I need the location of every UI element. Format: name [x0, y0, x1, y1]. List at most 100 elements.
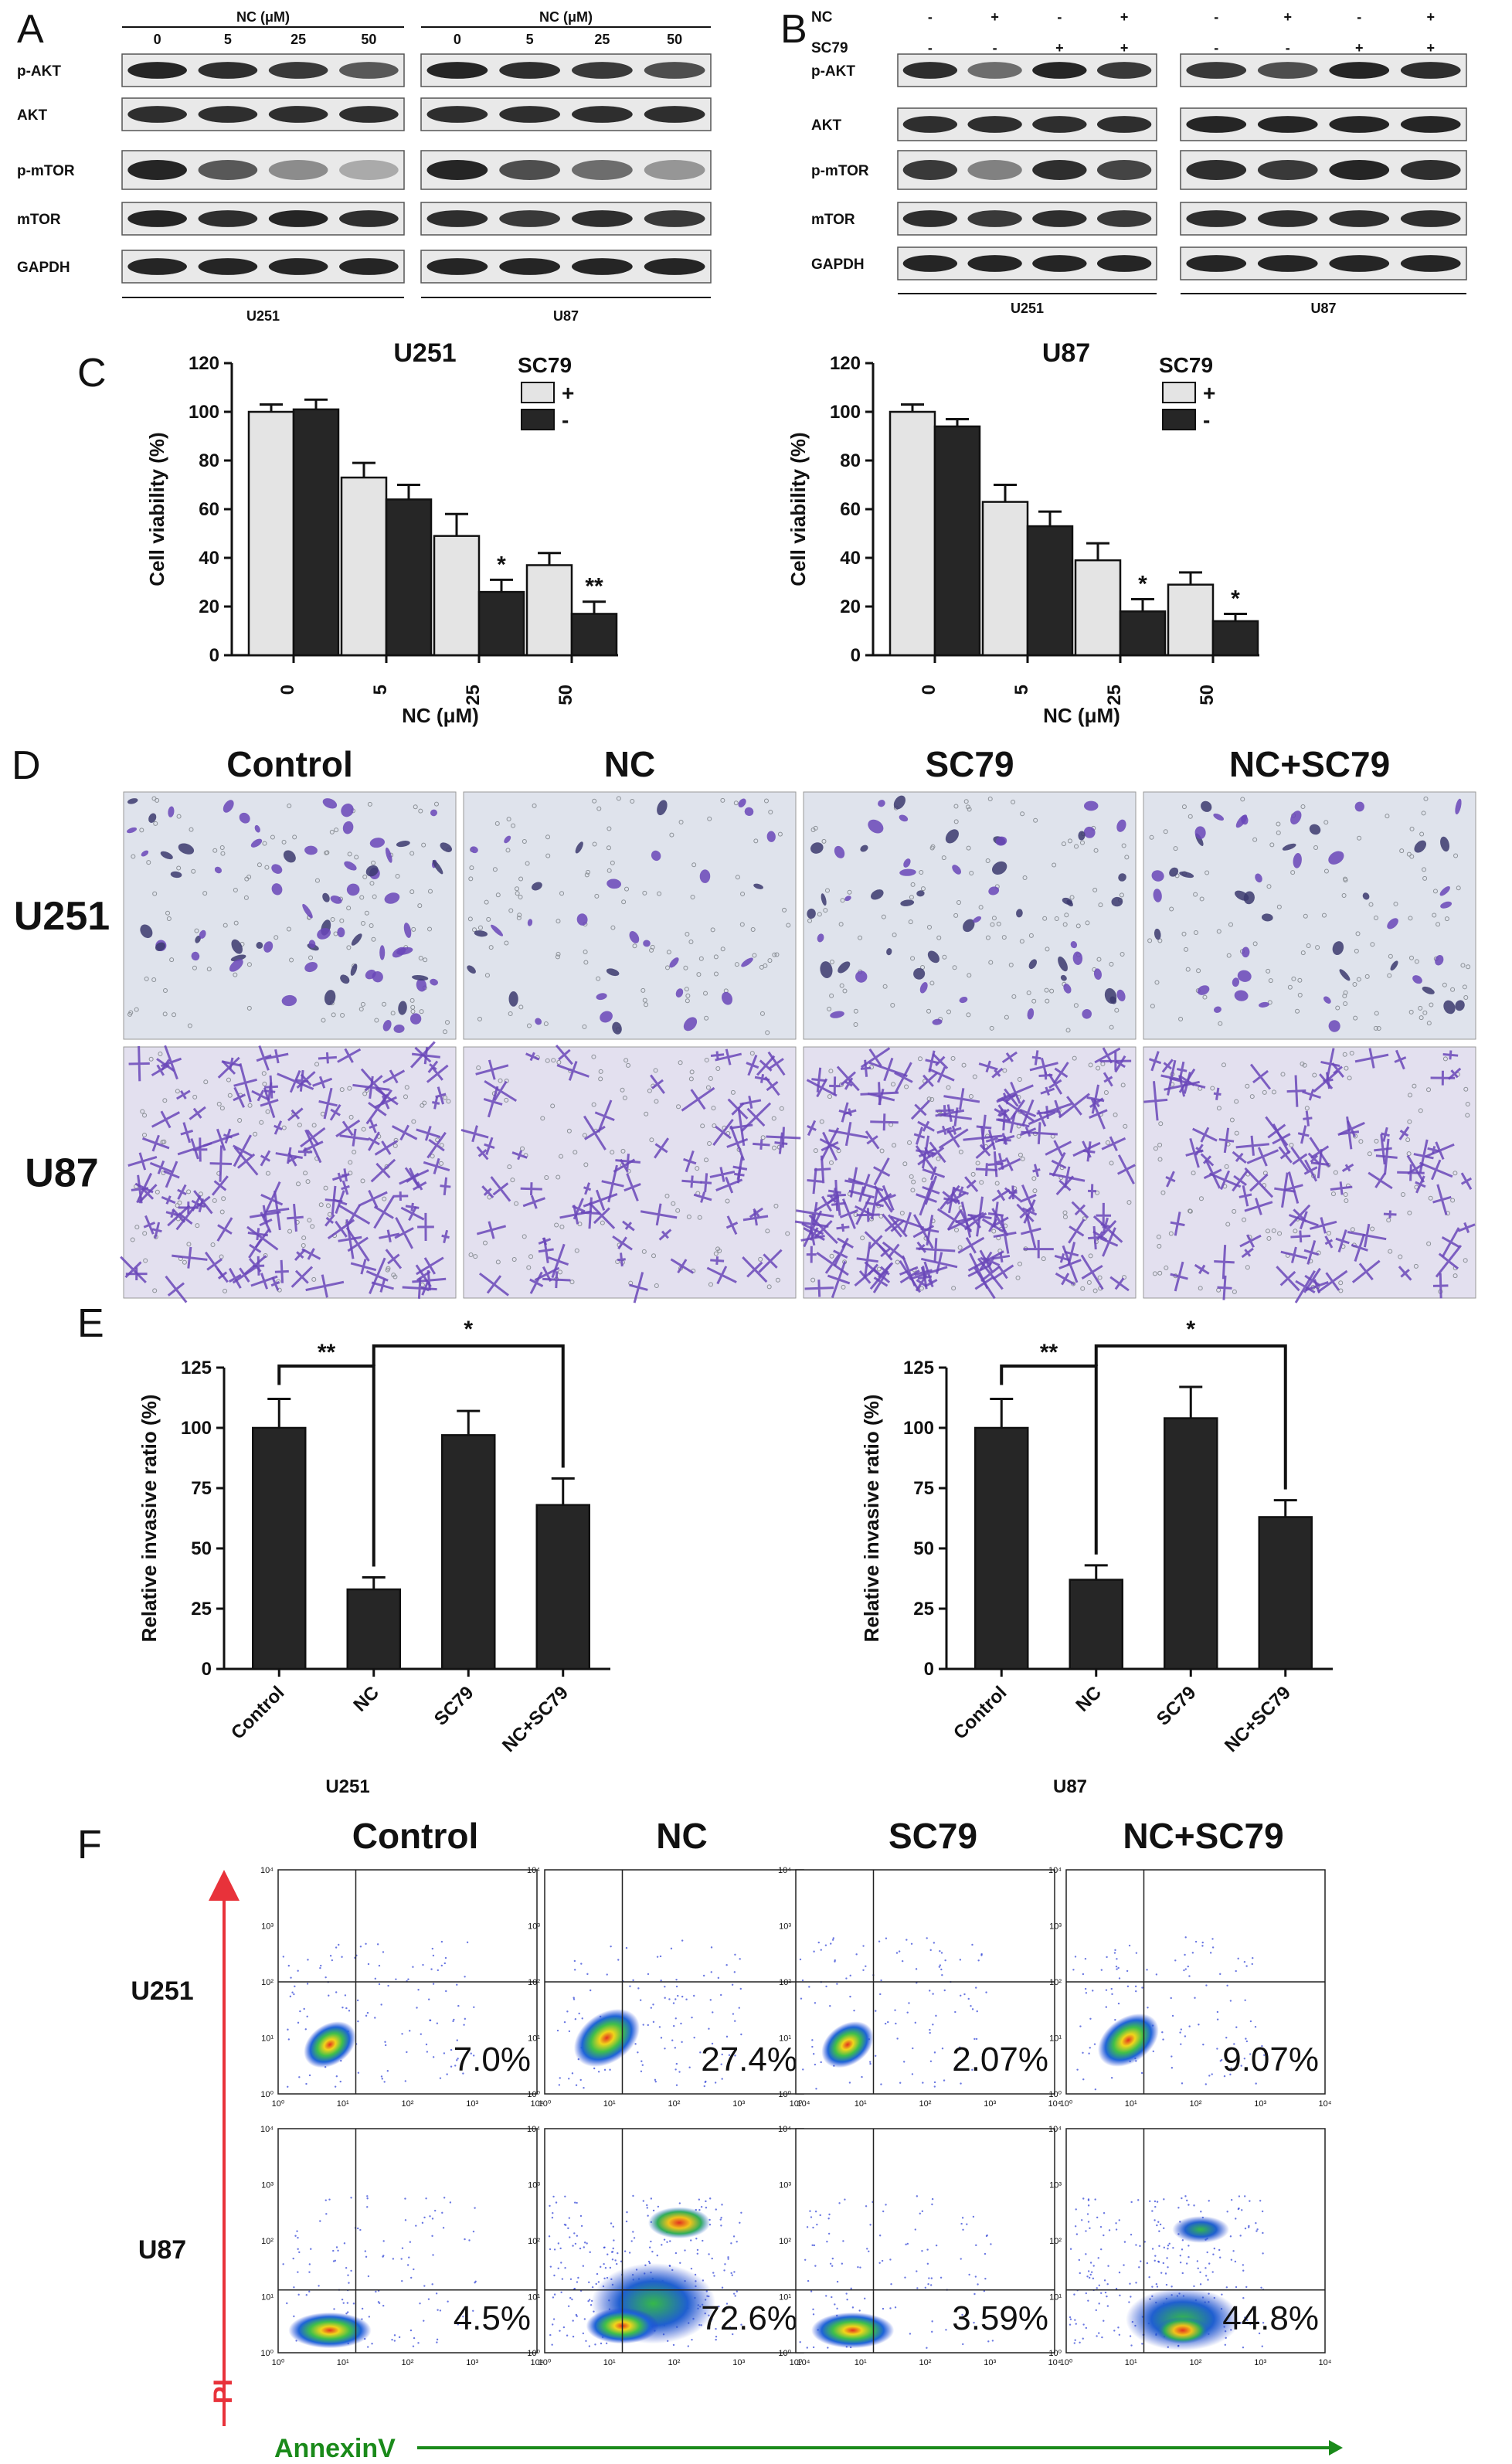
- event-dot: [710, 1971, 712, 1973]
- stained-cell: [1235, 890, 1249, 901]
- event-dot: [962, 2343, 964, 2346]
- stained-cell: [1161, 1059, 1174, 1073]
- event-dot: [335, 1946, 338, 1949]
- stained-cell: [263, 941, 274, 953]
- event-dot: [712, 2011, 714, 2014]
- pore: [177, 1200, 182, 1205]
- pore: [182, 1259, 187, 1265]
- event-dot: [970, 2004, 972, 2007]
- stained-cell: [816, 1252, 849, 1276]
- stained-cell: [508, 991, 518, 1007]
- event-dot: [571, 2072, 574, 2075]
- bar-sc79-minus: [292, 408, 340, 657]
- micrograph-U251-NC: [463, 791, 797, 1040]
- stained-cell: [1109, 1276, 1130, 1292]
- stained-cell: [629, 931, 640, 943]
- pore: [610, 1150, 615, 1155]
- pore: [364, 910, 369, 916]
- y-tick-label: 10²: [779, 2237, 791, 2246]
- x-tick-label: 0: [277, 685, 298, 695]
- event-dot: [335, 2246, 338, 2248]
- stained-cell: [151, 1222, 162, 1239]
- event-dot: [1197, 2267, 1199, 2270]
- pore: [1414, 959, 1419, 964]
- pore: [1343, 1001, 1348, 1007]
- pore: [1157, 1243, 1162, 1249]
- event-dot: [935, 2244, 938, 2247]
- event-dot: [437, 1969, 440, 1972]
- event-dot: [927, 2283, 929, 2286]
- pore: [853, 1022, 858, 1028]
- event-dot: [1089, 2273, 1092, 2276]
- event-dot: [343, 2242, 346, 2245]
- pore: [244, 876, 250, 882]
- pore: [1044, 987, 1049, 993]
- pore: [904, 1084, 909, 1089]
- stained-cell: [1078, 831, 1086, 841]
- event-dot: [457, 2323, 460, 2326]
- nc-sign: +: [1283, 9, 1292, 25]
- y-tick-label: 80: [199, 450, 219, 471]
- event-dot: [966, 2223, 968, 2225]
- stained-cell: [337, 927, 345, 938]
- pore: [909, 1174, 914, 1179]
- event-dot: [734, 2054, 736, 2057]
- stained-cell: [899, 1255, 919, 1286]
- pore: [1463, 1258, 1468, 1263]
- pore: [647, 1088, 652, 1093]
- pore: [733, 800, 739, 806]
- event-dot: [287, 1964, 291, 1967]
- x-tick-label: 10³: [1254, 2358, 1266, 2367]
- event-dot: [332, 2260, 335, 2262]
- x-tick-label: 10³: [466, 2358, 478, 2367]
- stained-cell: [233, 1086, 246, 1108]
- event-dot: [374, 1977, 377, 1980]
- stained-cell: [1320, 1048, 1340, 1080]
- stained-cell: [946, 1191, 967, 1205]
- stained-cell: [658, 1229, 672, 1241]
- bar-sc79-plus: [889, 410, 936, 657]
- event-dot: [865, 1965, 867, 1968]
- stained-cell: [231, 939, 243, 954]
- event-dot: [1261, 2044, 1263, 2048]
- stained-cell: [836, 1223, 850, 1232]
- pore: [510, 1178, 515, 1183]
- event-dot: [849, 1974, 851, 1977]
- pore: [1154, 980, 1160, 985]
- stained-cell: [1232, 1169, 1249, 1192]
- event-dot: [588, 2299, 591, 2301]
- conc-label: 0: [154, 32, 161, 47]
- event-dot: [719, 2218, 722, 2221]
- pore: [1343, 876, 1348, 882]
- stained-cell: [1213, 1006, 1221, 1013]
- blot-GAPDH-band: [967, 255, 1022, 272]
- stained-cell: [894, 1062, 913, 1093]
- pore: [606, 868, 612, 873]
- stained-cell: [996, 1093, 1016, 1105]
- event-dot: [576, 2201, 578, 2204]
- x-tick-label: 10¹: [603, 2358, 616, 2367]
- event-dot: [329, 1955, 332, 1957]
- pore: [1335, 1005, 1340, 1011]
- pore: [1350, 1227, 1355, 1232]
- pore: [991, 1229, 997, 1234]
- stained-cell: [742, 1210, 769, 1226]
- y-tick-label: 10³: [1049, 2181, 1062, 2190]
- stained-cell: [938, 1128, 969, 1150]
- stained-cell: [878, 1263, 892, 1279]
- event-dot: [1074, 2225, 1077, 2228]
- pore: [1343, 1191, 1348, 1197]
- event-dot: [813, 1950, 815, 1953]
- event-dot: [443, 2197, 446, 2199]
- event-dot: [1240, 2065, 1242, 2067]
- pore: [371, 860, 376, 865]
- event-dot: [1211, 1938, 1214, 1940]
- y-tick-label: 10⁴: [778, 2125, 791, 2134]
- pore: [1376, 1026, 1381, 1031]
- pore: [1277, 1231, 1283, 1236]
- blot-GAPDH-band: [1186, 255, 1247, 272]
- pore: [1245, 1265, 1250, 1270]
- pore: [1312, 1072, 1317, 1078]
- pore: [1150, 1004, 1155, 1009]
- stained-cell: [1276, 1266, 1300, 1292]
